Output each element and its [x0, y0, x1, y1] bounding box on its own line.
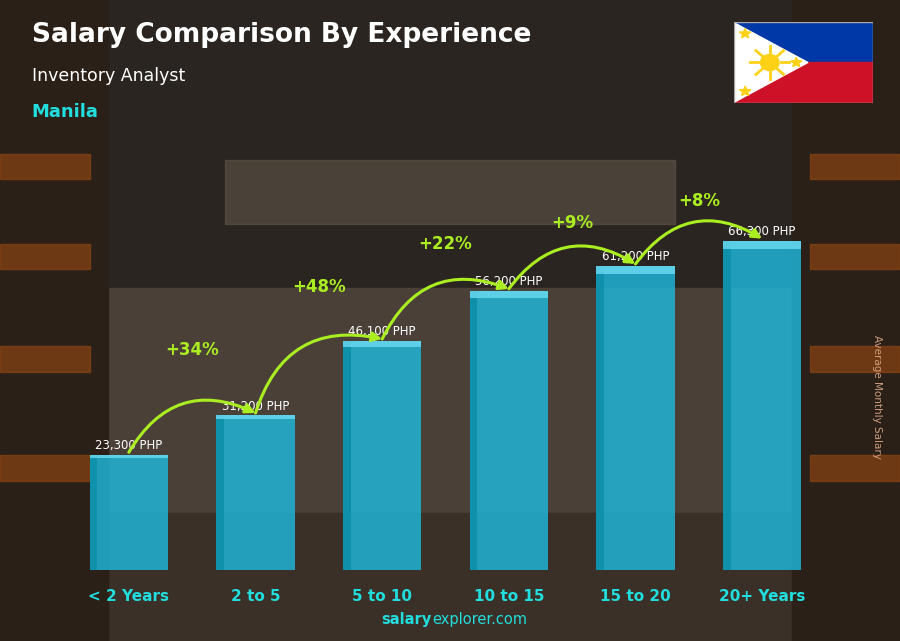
Bar	[596, 267, 675, 274]
Text: 61,200 PHP: 61,200 PHP	[602, 251, 670, 263]
Bar	[810, 346, 900, 372]
Text: < 2 Years: < 2 Years	[88, 589, 169, 604]
Bar	[596, 267, 675, 570]
Text: +34%: +34%	[166, 340, 219, 358]
Text: +22%: +22%	[418, 235, 472, 253]
Bar	[0, 0, 900, 288]
Bar	[343, 342, 421, 570]
Text: 23,300 PHP: 23,300 PHP	[95, 438, 163, 452]
Polygon shape	[740, 28, 751, 38]
Bar	[596, 267, 604, 570]
Text: 2 to 5: 2 to 5	[230, 589, 280, 604]
Bar	[734, 63, 873, 103]
Circle shape	[760, 54, 779, 71]
Bar	[792, 0, 900, 641]
Text: salary: salary	[382, 612, 432, 627]
Text: 5 to 10: 5 to 10	[352, 589, 412, 604]
Bar	[810, 455, 900, 481]
Bar	[90, 454, 168, 570]
Bar	[343, 342, 421, 347]
Bar	[723, 241, 801, 570]
Polygon shape	[790, 57, 802, 67]
Text: +48%: +48%	[292, 278, 346, 296]
Text: 56,200 PHP: 56,200 PHP	[475, 276, 543, 288]
Bar	[0, 288, 900, 513]
Bar	[343, 342, 351, 570]
Bar	[216, 415, 295, 570]
Bar	[0, 244, 90, 269]
Bar	[734, 22, 873, 63]
Text: 15 to 20: 15 to 20	[600, 589, 670, 604]
Bar	[0, 154, 90, 179]
Bar	[0, 455, 90, 481]
Polygon shape	[734, 22, 808, 103]
Text: explorer.com: explorer.com	[432, 612, 527, 627]
Bar	[0, 0, 108, 641]
Text: 31,200 PHP: 31,200 PHP	[221, 399, 289, 413]
Bar	[810, 154, 900, 179]
Bar	[723, 241, 801, 249]
Text: 10 to 15: 10 to 15	[473, 589, 544, 604]
Bar	[0, 513, 900, 641]
Text: Manila: Manila	[32, 103, 98, 121]
Bar	[810, 244, 900, 269]
Text: 46,100 PHP: 46,100 PHP	[348, 326, 416, 338]
Bar	[90, 454, 168, 458]
Text: Average Monthly Salary: Average Monthly Salary	[872, 335, 883, 460]
Bar	[216, 415, 295, 419]
Text: Inventory Analyst: Inventory Analyst	[32, 67, 184, 85]
Text: +8%: +8%	[678, 192, 720, 210]
Bar	[225, 160, 675, 224]
Bar	[0, 346, 90, 372]
Bar	[90, 454, 97, 570]
Text: 66,300 PHP: 66,300 PHP	[728, 225, 796, 238]
Bar	[216, 415, 224, 570]
Polygon shape	[740, 86, 751, 96]
Text: +9%: +9%	[551, 214, 593, 232]
Bar	[470, 291, 548, 298]
Bar	[723, 241, 731, 570]
Bar	[470, 291, 548, 570]
Text: 20+ Years: 20+ Years	[719, 589, 806, 604]
Text: Salary Comparison By Experience: Salary Comparison By Experience	[32, 22, 531, 49]
Bar	[470, 291, 477, 570]
